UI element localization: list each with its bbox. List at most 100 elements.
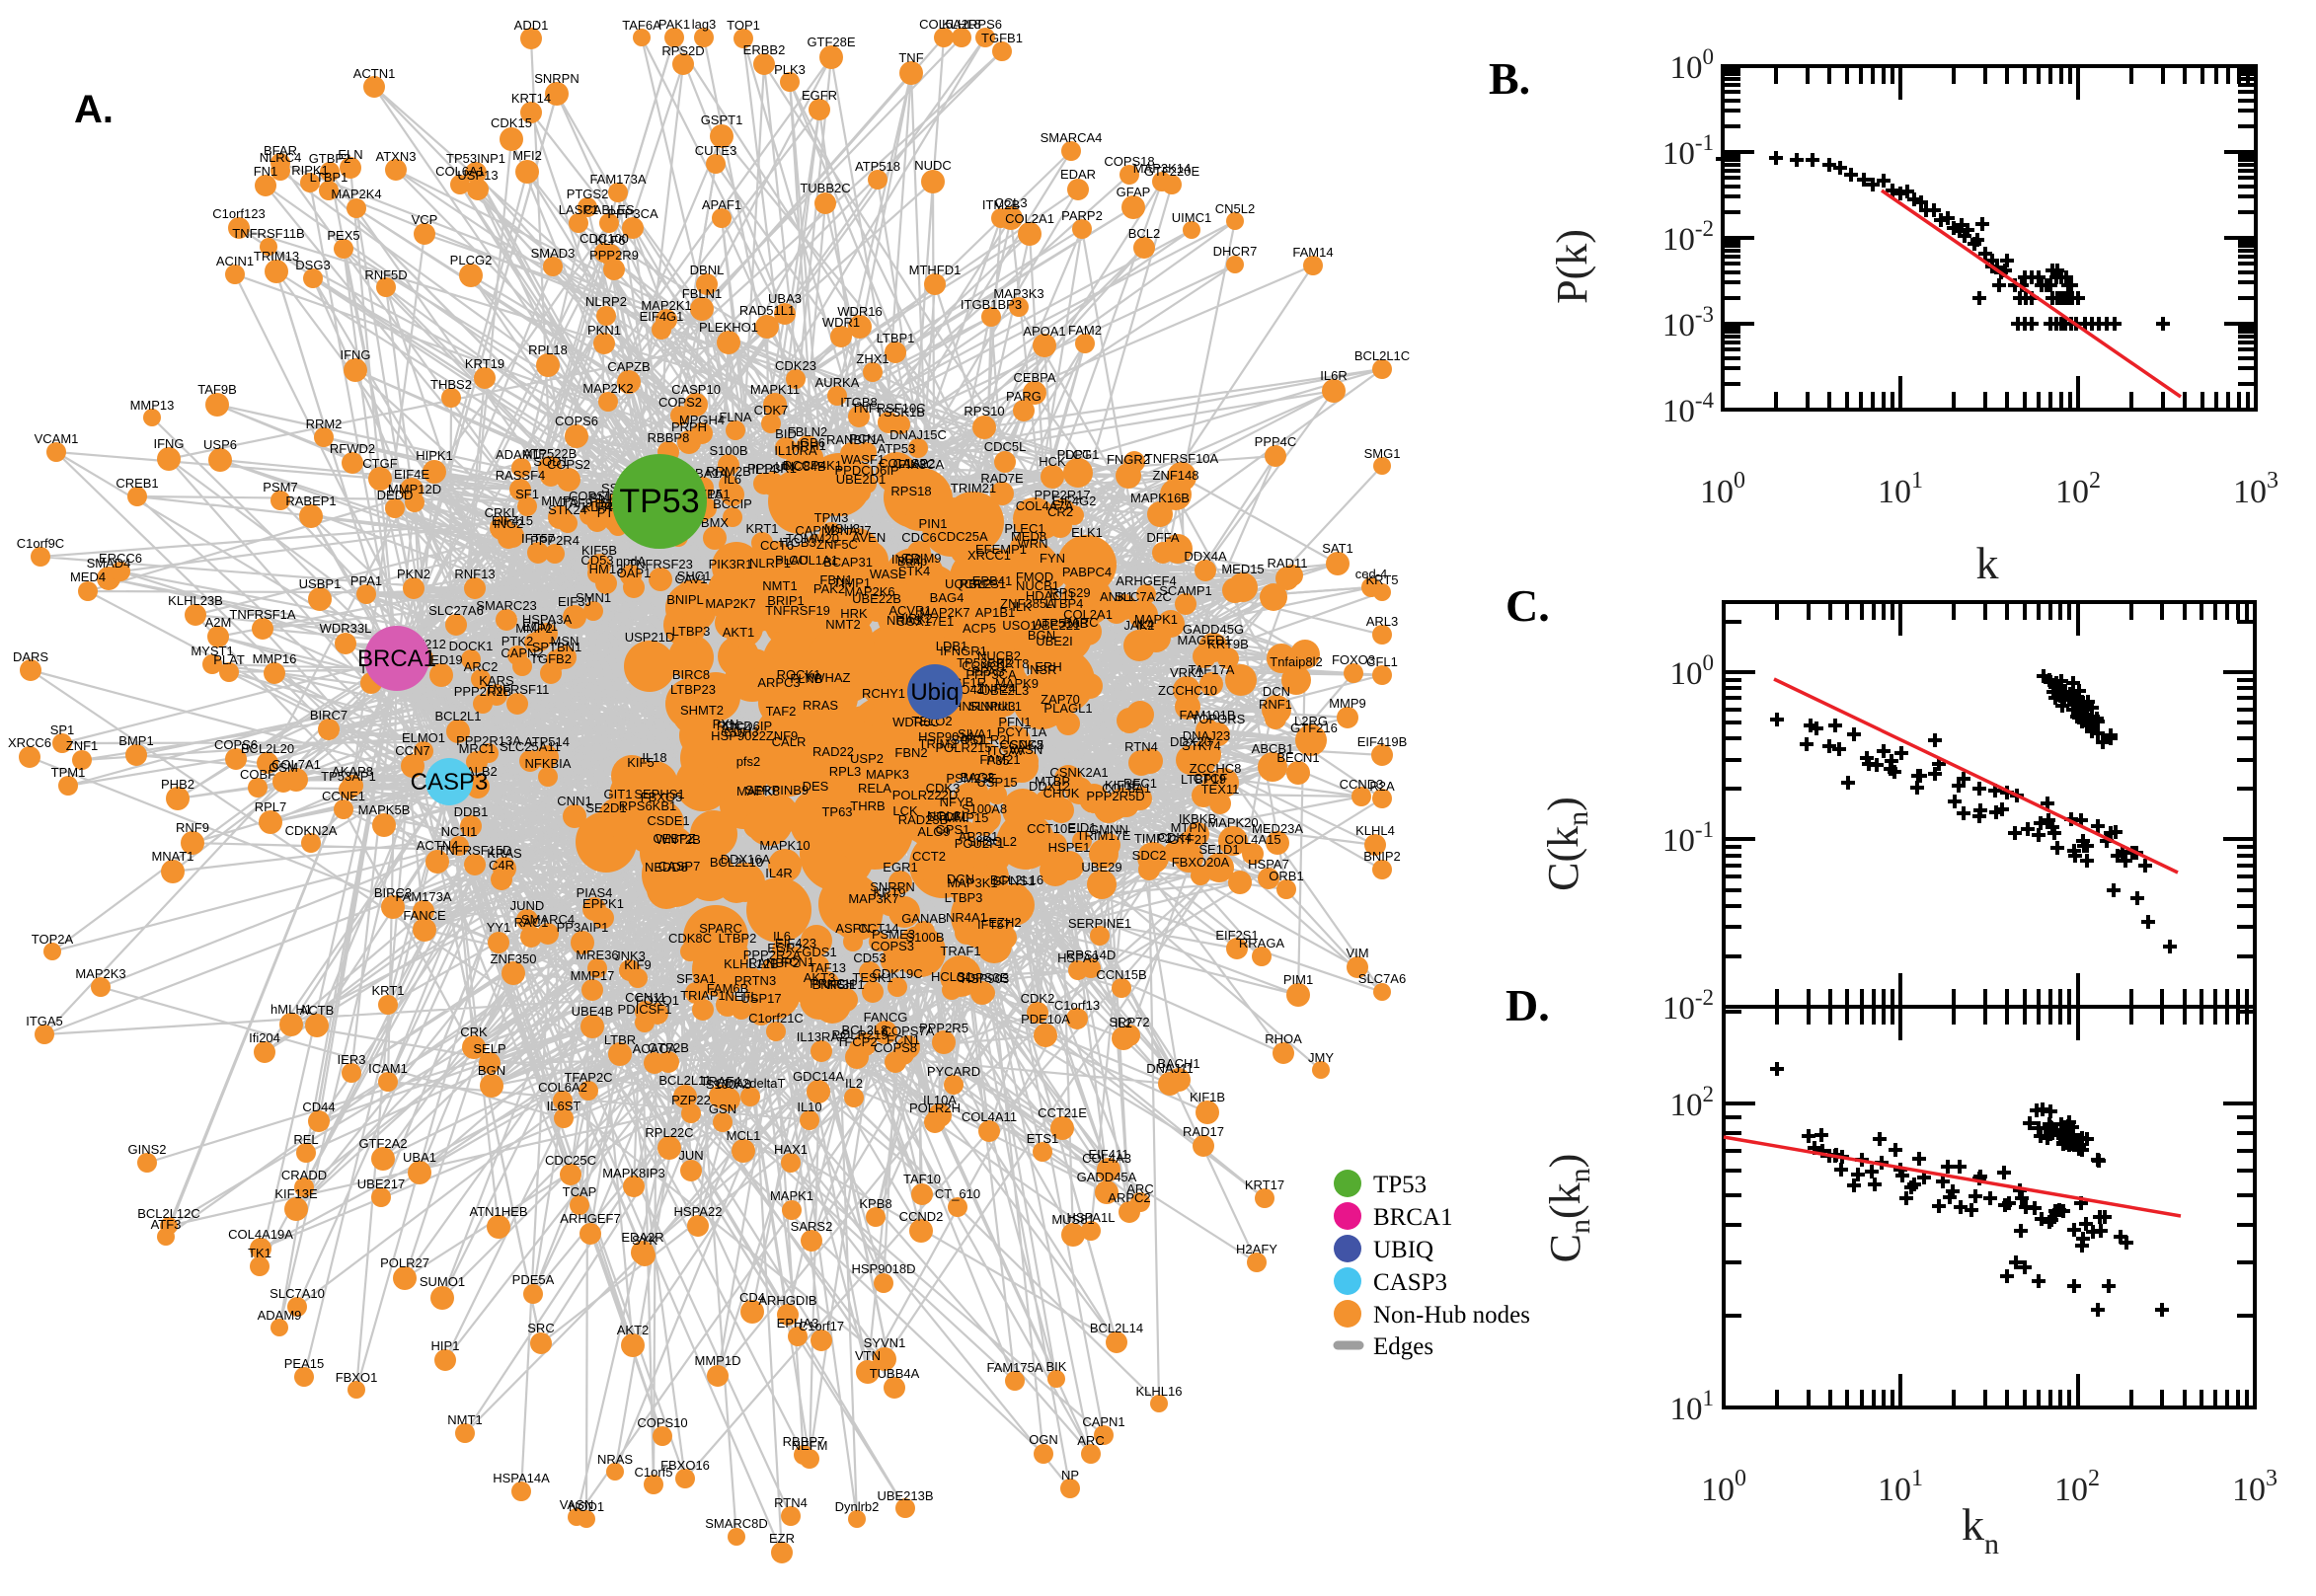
svg-text:FAM173A: FAM173A bbox=[395, 889, 451, 904]
svg-text:MAP3K3: MAP3K3 bbox=[993, 286, 1043, 301]
svg-text:MAPK8IP3: MAPK8IP3 bbox=[602, 1166, 665, 1180]
svg-text:NLRP2: NLRP2 bbox=[585, 294, 627, 309]
svg-text:DDB1: DDB1 bbox=[454, 804, 489, 819]
svg-text:PFAS: PFAS bbox=[971, 664, 1005, 679]
svg-text:HRH1: HRH1 bbox=[791, 438, 825, 453]
svg-text:UBIQ: UBIQ bbox=[1373, 1237, 1433, 1263]
svg-text:WDR16: WDR16 bbox=[837, 304, 883, 319]
svg-text:P35: P35 bbox=[986, 753, 1009, 768]
svg-text:PPP2R5D: PPP2R5D bbox=[1086, 789, 1144, 803]
svg-text:USP17: USP17 bbox=[740, 991, 781, 1006]
svg-text:TNFRSF10C: TNFRSF10C bbox=[851, 401, 925, 416]
svg-text:USP6: USP6 bbox=[203, 437, 237, 452]
svg-text:LTBP23: LTBP23 bbox=[670, 682, 716, 697]
svg-text:TAF9T5H: TAF9T5H bbox=[562, 495, 616, 510]
svg-text:RNF9: RNF9 bbox=[176, 820, 209, 835]
svg-text:FANCE: FANCE bbox=[403, 908, 446, 923]
svg-text:NMT2: NMT2 bbox=[825, 617, 860, 632]
svg-text:S100B: S100B bbox=[709, 443, 747, 458]
svg-text:SLC25A11: SLC25A11 bbox=[500, 739, 561, 754]
svg-text:IL13RA2: IL13RA2 bbox=[797, 1029, 847, 1044]
svg-text:NMT1: NMT1 bbox=[447, 1412, 482, 1427]
svg-text:KPB8: KPB8 bbox=[859, 1196, 891, 1211]
svg-text:ASPN: ASPN bbox=[835, 921, 870, 936]
svg-text:KLF6: KLF6 bbox=[594, 233, 625, 248]
svg-text:EZR: EZR bbox=[769, 1531, 795, 1546]
svg-text:ECM1: ECM1 bbox=[522, 619, 558, 634]
svg-text:BIK: BIK bbox=[1046, 1359, 1067, 1374]
svg-text:SYVN1: SYVN1 bbox=[864, 1335, 906, 1350]
svg-text:EIF2S1: EIF2S1 bbox=[1215, 928, 1258, 943]
svg-text:C4R: C4R bbox=[489, 858, 514, 873]
svg-text:CRK: CRK bbox=[460, 1025, 488, 1039]
svg-text:CTGF: CTGF bbox=[362, 456, 397, 471]
svg-text:MAPK11: MAPK11 bbox=[750, 382, 800, 397]
svg-text:SDC2: SDC2 bbox=[1132, 848, 1167, 863]
svg-text:C.: C. bbox=[1505, 580, 1550, 631]
svg-text:WASF1: WASF1 bbox=[841, 452, 885, 467]
svg-text:DCCP4K1: DCCP4K1 bbox=[783, 458, 842, 473]
svg-text:SLNtrk3: SLNtrk3 bbox=[969, 699, 1016, 714]
svg-text:KLHL23B: KLHL23B bbox=[168, 593, 223, 608]
svg-text:MMP2: MMP2 bbox=[515, 621, 553, 636]
svg-text:MAP3K1: MAP3K1 bbox=[947, 875, 997, 890]
svg-text:HSPA22: HSPA22 bbox=[674, 1204, 723, 1219]
svg-text:RFC1: RFC1 bbox=[1123, 776, 1157, 791]
svg-text:ADAM9: ADAM9 bbox=[258, 1308, 302, 1323]
svg-text:BCL2L10: BCL2L10 bbox=[710, 855, 763, 870]
svg-text:LTBP3: LTBP3 bbox=[945, 890, 983, 905]
svg-text:RPS14D: RPS14D bbox=[1066, 948, 1117, 962]
svg-text:GADD45A: GADD45A bbox=[1077, 1170, 1137, 1184]
svg-text:H2AFY: H2AFY bbox=[1236, 1242, 1277, 1256]
svg-text:CCL3: CCL3 bbox=[994, 195, 1027, 210]
svg-text:RBBP7: RBBP7 bbox=[783, 1434, 825, 1449]
svg-text:IFNGR1: IFNGR1 bbox=[940, 644, 987, 658]
svg-text:ZHX1: ZHX1 bbox=[856, 351, 888, 366]
svg-text:TRIM9: TRIM9 bbox=[903, 551, 942, 566]
svg-text:MAPK10: MAPK10 bbox=[759, 838, 810, 853]
svg-text:SERPINE1: SERPINE1 bbox=[1068, 916, 1131, 931]
svg-text:ZNF9: ZNF9 bbox=[766, 728, 799, 743]
svg-text:BRCA1: BRCA1 bbox=[357, 646, 436, 672]
svg-text:CAPN2: CAPN2 bbox=[501, 646, 543, 660]
svg-text:CHUK: CHUK bbox=[1043, 786, 1080, 800]
svg-text:TP53BP2: TP53BP2 bbox=[957, 655, 1012, 670]
svg-text:CDH3: CDH3 bbox=[724, 724, 758, 739]
svg-text:SE1D1: SE1D1 bbox=[1198, 842, 1239, 857]
svg-text:BAG4: BAG4 bbox=[930, 590, 965, 605]
svg-text:PSM7: PSM7 bbox=[263, 480, 297, 494]
svg-text:VRK1: VRK1 bbox=[1170, 665, 1203, 680]
svg-text:NRAS: NRAS bbox=[597, 1452, 633, 1467]
svg-text:JUND: JUND bbox=[510, 898, 545, 913]
svg-text:IL6ST: IL6ST bbox=[547, 1099, 581, 1113]
svg-text:SMARC23: SMARC23 bbox=[476, 598, 536, 613]
svg-text:BID: BID bbox=[775, 426, 797, 441]
svg-text:DDX4A: DDX4A bbox=[1184, 549, 1227, 564]
svg-text:TP53: TP53 bbox=[619, 483, 699, 520]
svg-text:NMT1: NMT1 bbox=[762, 578, 797, 593]
svg-text:MAP2K7: MAP2K7 bbox=[919, 605, 969, 620]
svg-text:SRC: SRC bbox=[527, 1321, 554, 1335]
svg-text:RAD11: RAD11 bbox=[1268, 556, 1308, 570]
svg-text:ITM2B: ITM2B bbox=[982, 197, 1020, 212]
svg-text:BCL2: BCL2 bbox=[1128, 226, 1161, 241]
svg-text:RNF1: RNF1 bbox=[1259, 697, 1292, 712]
svg-text:CASP3: CASP3 bbox=[411, 769, 489, 796]
svg-text:HIPK2: HIPK2 bbox=[895, 611, 933, 626]
svg-text:GSPT1: GSPT1 bbox=[701, 113, 743, 127]
svg-text:UBE213B: UBE213B bbox=[877, 1488, 933, 1503]
svg-text:DARS: DARS bbox=[13, 649, 48, 664]
svg-text:AKAP8: AKAP8 bbox=[332, 764, 373, 779]
svg-text:IL14: IL14 bbox=[751, 462, 776, 477]
svg-text:GTF220E: GTF220E bbox=[1144, 164, 1200, 179]
svg-text:CCN11: CCN11 bbox=[625, 990, 666, 1005]
svg-text:RAD22: RAD22 bbox=[812, 744, 854, 759]
svg-text:NEDD8: NEDD8 bbox=[645, 860, 688, 874]
svg-text:BCL2L16: BCL2L16 bbox=[990, 873, 1043, 887]
svg-text:DEDD: DEDD bbox=[377, 488, 414, 502]
svg-text:MUS81: MUS81 bbox=[1051, 1212, 1094, 1227]
svg-text:BCL2L1: BCL2L1 bbox=[435, 709, 482, 723]
svg-text:DNAJ11: DNAJ11 bbox=[1146, 1061, 1193, 1076]
svg-text:TUBB4A: TUBB4A bbox=[870, 1366, 920, 1381]
svg-text:PXN: PXN bbox=[713, 717, 739, 731]
